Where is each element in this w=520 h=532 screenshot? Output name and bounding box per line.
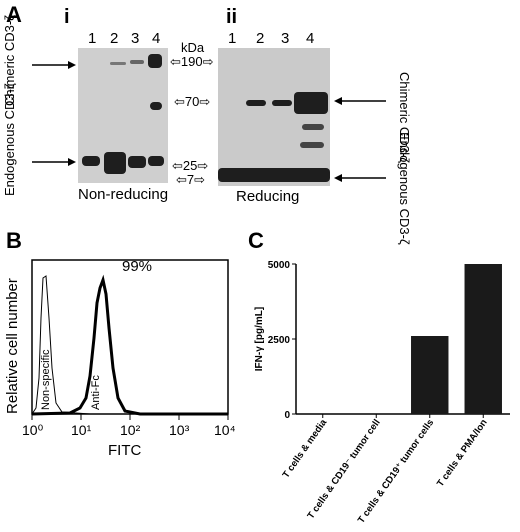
histogram-ylabel: Relative cell number xyxy=(4,278,21,414)
x-tick-3: 10³ xyxy=(169,422,190,438)
band-i2-190 xyxy=(110,62,126,65)
lane-ii-3: 3 xyxy=(281,30,290,47)
x-tick-1: 10¹ xyxy=(71,422,92,438)
marker-190: ⇦190⇨ xyxy=(170,54,214,69)
caption-reducing: Reducing xyxy=(236,188,300,205)
chart-bars xyxy=(411,264,502,414)
panel-a-i-label: i xyxy=(64,6,70,28)
histogram-xlabel: FITC xyxy=(108,442,142,459)
lane-i-2: 2 xyxy=(110,30,119,47)
band-ii4-chimeric xyxy=(294,92,328,114)
lane-i-3: 3 xyxy=(131,30,140,47)
endogenous-label-left: Endogenous CD3-ζ xyxy=(2,83,17,196)
band-ii4-low xyxy=(300,142,324,148)
band-i2-25 xyxy=(104,152,126,174)
panel-c-letter: C xyxy=(248,228,264,253)
y-tick-label: 2500 xyxy=(268,335,291,346)
band-ii-endogenous xyxy=(218,168,330,182)
x-tick-0: 10⁰ xyxy=(22,422,44,438)
band-ii4-mid xyxy=(302,124,324,130)
band-i3-25 xyxy=(128,156,146,168)
lane-ii-2: 2 xyxy=(256,30,265,47)
band-i1-25 xyxy=(82,156,100,166)
band-i4-70 xyxy=(150,102,162,110)
antifc-histogram-line xyxy=(31,274,228,416)
y-tick-label: 5000 xyxy=(268,260,291,271)
marker-7-value: 7 xyxy=(186,172,195,187)
category-label: T cells & PMA/Ion xyxy=(435,417,490,489)
lane-i-4: 4 xyxy=(152,30,161,47)
antifc-label: Anti-Fc xyxy=(90,375,102,410)
marker-25: ⇦25⇨ xyxy=(172,158,209,173)
y-tick-label: 0 xyxy=(284,410,290,421)
band-i4-25 xyxy=(148,156,164,166)
band-ii3-chimeric xyxy=(272,100,292,106)
panel-b-letter: B xyxy=(6,228,22,253)
chart-labels: 0 2500 5000 IFN-γ [pg/mL] T cells & media T c… xyxy=(254,260,490,526)
lane-i-1: 1 xyxy=(88,30,97,47)
band-ii2-chimeric xyxy=(246,100,266,106)
right-arrows xyxy=(334,97,386,182)
endogenous-label-right: Endogenous CD3-ζ xyxy=(397,132,412,245)
x-tick-2: 10² xyxy=(120,422,141,438)
x-tick-4: 10⁴ xyxy=(214,422,236,438)
bar xyxy=(464,264,502,414)
lane-ii-1: 1 xyxy=(228,30,237,47)
flow-histogram xyxy=(31,259,229,420)
ifn-bar-chart: 0 2500 5000 IFN-γ [pg/mL] T cells & media T c… xyxy=(254,260,510,526)
band-i4-190 xyxy=(148,54,162,68)
blot-reducing xyxy=(218,48,330,186)
marker-70-value: 70 xyxy=(184,94,200,109)
marker-70: ⇦70⇨ xyxy=(174,94,211,109)
lane-ii-4: 4 xyxy=(306,30,315,47)
panel-a-letter: A xyxy=(6,2,22,27)
histogram-frame xyxy=(31,259,229,415)
panel-a-ii-label: ii xyxy=(226,6,238,28)
marker-7: ⇦7⇨ xyxy=(176,172,206,187)
bar xyxy=(411,336,449,414)
marker-190-value: 190 xyxy=(180,54,203,69)
y-axis-label: IFN-γ [pg/mL] xyxy=(254,307,265,371)
caption-non-reducing: Non-reducing xyxy=(78,186,169,203)
nonspecific-label: Non-specific xyxy=(40,349,52,410)
kda-label: kDa xyxy=(181,40,205,55)
blot-non-reducing xyxy=(78,48,168,183)
percent-label: 99% xyxy=(122,258,153,275)
left-arrows xyxy=(32,61,76,166)
category-label: T cells & media xyxy=(281,417,330,481)
marker-25-value: 25 xyxy=(182,158,198,173)
band-i3-190 xyxy=(130,60,144,64)
